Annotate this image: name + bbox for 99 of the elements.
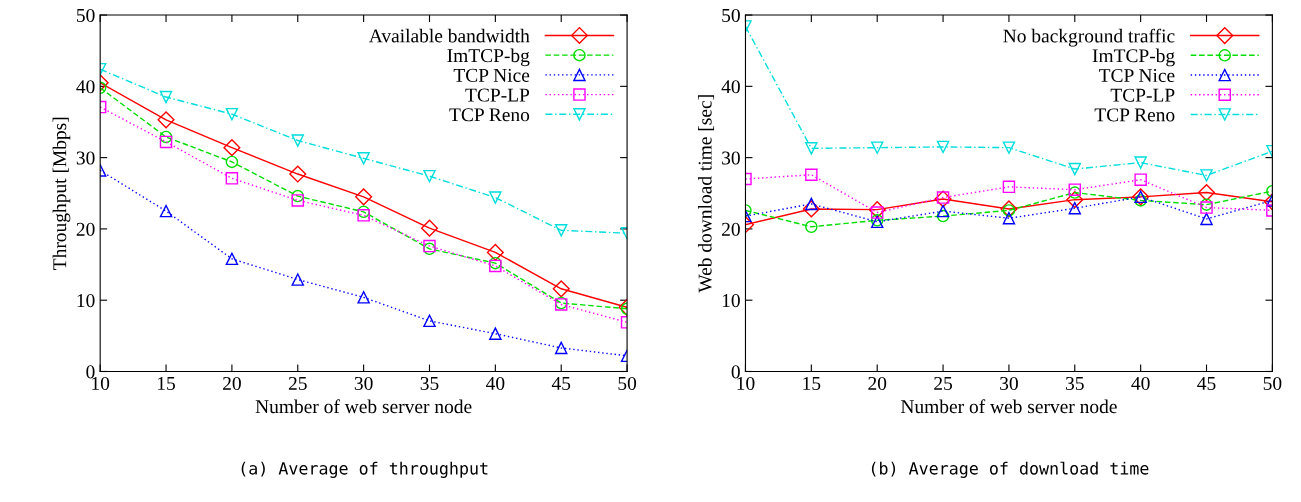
y-tick-label: 30 bbox=[76, 151, 95, 165]
point bbox=[936, 209, 950, 223]
text: (b) Average of download time bbox=[871, 461, 1149, 478]
point bbox=[486, 243, 504, 261]
point bbox=[805, 168, 818, 181]
point bbox=[357, 152, 370, 165]
y-axis-title: Throughput [Mbps] bbox=[52, 117, 71, 270]
x-axis-title: Number of web server node bbox=[255, 399, 472, 414]
y-tick-label: 0 bbox=[86, 365, 95, 379]
point bbox=[225, 252, 239, 266]
x-tick-label: 15 bbox=[803, 377, 821, 391]
point bbox=[805, 142, 818, 155]
y-tick-label: 50 bbox=[722, 8, 740, 22]
x-tick-label: 40 bbox=[1131, 376, 1150, 391]
point bbox=[1068, 162, 1082, 176]
point bbox=[1002, 141, 1016, 154]
point bbox=[225, 155, 239, 169]
legend-label: TCP-LP bbox=[1110, 88, 1175, 102]
point bbox=[159, 130, 173, 144]
point bbox=[291, 273, 305, 286]
point bbox=[1066, 191, 1084, 209]
y-tick-label: 20 bbox=[722, 222, 740, 236]
point bbox=[223, 139, 241, 157]
x-tick-label: 10 bbox=[737, 376, 755, 391]
legend-label: ImTCP-bg bbox=[447, 48, 530, 67]
point bbox=[805, 220, 818, 234]
point bbox=[289, 165, 307, 183]
x-tick-label: 35 bbox=[420, 376, 439, 391]
y-tick-label: 10 bbox=[77, 294, 95, 308]
point bbox=[291, 189, 305, 203]
x-tick-label: 50 bbox=[1263, 376, 1282, 391]
y-tick-label: 0 bbox=[731, 365, 740, 379]
point bbox=[1002, 211, 1016, 225]
legend-label: TCP Nice bbox=[453, 68, 530, 82]
x-tick-label: 25 bbox=[934, 376, 953, 391]
x-tick-label: 15 bbox=[158, 377, 175, 391]
point bbox=[1134, 156, 1147, 169]
point bbox=[1200, 212, 1213, 226]
y-axis-title: Web download time [sec] bbox=[697, 95, 715, 293]
legend-label: TCP Reno bbox=[449, 108, 530, 122]
point bbox=[868, 201, 886, 219]
legend-label: TCP Nice bbox=[1099, 68, 1175, 83]
legend-label: TCP-LP bbox=[465, 88, 530, 102]
point bbox=[802, 200, 820, 218]
text: (a) Average of throughput bbox=[241, 461, 488, 478]
point bbox=[552, 280, 570, 298]
y-tick-label: 10 bbox=[722, 294, 740, 308]
point bbox=[1002, 180, 1016, 194]
point bbox=[489, 191, 502, 204]
point bbox=[1002, 204, 1016, 217]
x-tick-label: 25 bbox=[288, 376, 307, 391]
x-tick-label: 50 bbox=[618, 376, 637, 391]
point bbox=[936, 204, 950, 218]
x-tick-label: 45 bbox=[551, 377, 571, 391]
x-axis-title: Number of web server node bbox=[900, 399, 1117, 414]
point bbox=[489, 327, 502, 340]
x-tick-label: 35 bbox=[1066, 376, 1084, 391]
legend-label: No background traffic bbox=[1003, 28, 1175, 47]
y-tick-label: 40 bbox=[721, 80, 740, 94]
legend-label: ImTCP-bg bbox=[1092, 48, 1175, 67]
point bbox=[157, 111, 175, 129]
x-tick-label: 40 bbox=[486, 376, 505, 391]
x-tick-label: 45 bbox=[1197, 377, 1216, 391]
point bbox=[225, 107, 239, 121]
y-tick-label: 30 bbox=[722, 151, 740, 165]
y-tick-label: 50 bbox=[77, 8, 95, 22]
point bbox=[1200, 169, 1213, 182]
point bbox=[1068, 201, 1082, 215]
x-tick-label: 10 bbox=[92, 376, 110, 391]
point bbox=[934, 190, 952, 208]
y-tick-label: 40 bbox=[76, 80, 95, 94]
point bbox=[1134, 173, 1147, 186]
legend-label: Available bandwidth bbox=[368, 28, 530, 43]
x-tick-label: 20 bbox=[223, 376, 241, 391]
point bbox=[159, 135, 173, 149]
point bbox=[225, 172, 239, 185]
point bbox=[936, 191, 950, 204]
x-tick-label: 30 bbox=[1000, 376, 1018, 391]
point bbox=[554, 224, 568, 237]
point bbox=[159, 204, 173, 218]
point bbox=[554, 341, 568, 355]
point bbox=[355, 188, 373, 206]
x-tick-label: 30 bbox=[354, 376, 373, 391]
point bbox=[936, 140, 950, 154]
point bbox=[291, 194, 305, 207]
point bbox=[423, 314, 436, 328]
y-tick-label: 20 bbox=[76, 222, 95, 236]
point bbox=[291, 134, 305, 147]
point bbox=[159, 90, 173, 104]
point bbox=[870, 141, 884, 154]
point bbox=[1000, 200, 1018, 218]
point bbox=[423, 169, 436, 183]
point bbox=[420, 219, 439, 237]
x-tick-label: 20 bbox=[868, 376, 887, 391]
legend-label: TCP Reno bbox=[1094, 108, 1175, 122]
point bbox=[805, 197, 818, 211]
point bbox=[357, 291, 370, 304]
point bbox=[357, 209, 370, 222]
point bbox=[1197, 184, 1216, 202]
